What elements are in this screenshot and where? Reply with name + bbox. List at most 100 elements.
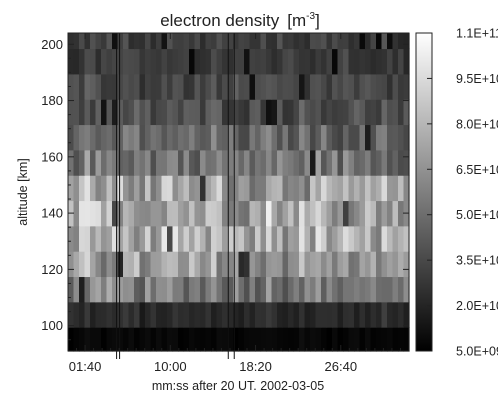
heatmap-cell	[403, 99, 410, 126]
heatmap-cell	[326, 301, 333, 328]
heatmap-cell	[359, 301, 366, 328]
heatmap-cell	[161, 33, 168, 50]
heatmap-cell	[134, 124, 141, 151]
heatmap-cell	[150, 99, 157, 126]
heatmap-cell	[68, 276, 75, 303]
heatmap-cell	[200, 73, 207, 100]
heatmap-cell	[112, 149, 119, 176]
heatmap-cell	[277, 200, 284, 227]
heatmap-cell	[277, 301, 284, 328]
heatmap-cell	[403, 276, 410, 303]
heatmap-cell	[381, 48, 388, 75]
heatmap-cell	[376, 175, 383, 202]
heatmap-cell	[282, 225, 289, 252]
heatmap-cell	[167, 276, 174, 303]
chart-title-unit-close: ]	[315, 11, 320, 30]
heatmap-cell	[139, 200, 146, 227]
heatmap-cell	[370, 175, 377, 202]
heatmap-cell	[183, 33, 190, 50]
heatmap-cell	[68, 48, 75, 75]
heatmap-cell	[123, 33, 130, 50]
heatmap-cell	[128, 327, 135, 352]
heatmap-cell	[293, 48, 300, 75]
heatmap-cell	[106, 225, 113, 252]
heatmap-cell	[288, 225, 295, 252]
heatmap-cell	[376, 149, 383, 176]
heatmap-cell	[139, 175, 146, 202]
heatmap-cell	[189, 327, 196, 352]
heatmap-cell	[310, 73, 317, 100]
heatmap-cell	[90, 175, 97, 202]
heatmap-cell	[123, 124, 130, 151]
heatmap-cell	[271, 251, 278, 278]
heatmap-cell	[73, 301, 80, 328]
heatmap-cell	[260, 225, 267, 252]
heatmap-cell	[167, 301, 174, 328]
heatmap-cell	[200, 99, 207, 126]
heatmap-cell	[79, 276, 86, 303]
heatmap-cell	[145, 149, 152, 176]
heatmap-cell	[145, 225, 152, 252]
heatmap-cell	[178, 200, 185, 227]
heatmap-cell	[95, 327, 102, 352]
heatmap-cell	[139, 99, 146, 126]
heatmap-cell	[134, 327, 141, 352]
heatmap-cell	[332, 33, 339, 50]
heatmap-cell	[156, 276, 163, 303]
heatmap-cell	[343, 200, 350, 227]
heatmap-cell	[326, 73, 333, 100]
heatmap-cell	[194, 149, 201, 176]
heatmap-cell	[79, 149, 86, 176]
heatmap-cell	[332, 149, 339, 176]
heatmap-cell	[128, 276, 135, 303]
heatmap-cell	[249, 251, 256, 278]
heatmap-cell	[101, 276, 108, 303]
heatmap-cell	[117, 276, 124, 303]
heatmap-cell	[90, 225, 97, 252]
heatmap-cell	[178, 99, 185, 126]
heatmap-cell	[359, 73, 366, 100]
heatmap-cell	[216, 33, 223, 50]
x-tick-label: 10:00	[154, 359, 187, 374]
heatmap-cell	[150, 276, 157, 303]
heatmap-cell	[348, 124, 355, 151]
heatmap-cell	[211, 124, 218, 151]
heatmap-cell	[117, 33, 124, 50]
heatmap-cell	[376, 225, 383, 252]
heatmap-cell	[365, 276, 372, 303]
heatmap-cell	[161, 99, 168, 126]
heatmap-cell	[139, 251, 146, 278]
heatmap-cell	[354, 251, 361, 278]
heatmap-cell	[156, 149, 163, 176]
heatmap-cell	[112, 73, 119, 100]
heatmap-cell	[277, 175, 284, 202]
heatmap-cell	[134, 200, 141, 227]
heatmap-cell	[238, 225, 245, 252]
heatmap-cell	[381, 99, 388, 126]
heatmap-cell	[139, 48, 146, 75]
heatmap-cell	[271, 301, 278, 328]
heatmap-cell	[321, 200, 328, 227]
heatmap-cell	[222, 225, 229, 252]
heatmap-cell	[84, 175, 91, 202]
colorbar-ticks: 5.0E+09 2.0E+10 3.5E+10 5.0E+10 6.5E+10 8.0E+…	[427, 27, 498, 359]
heatmap-cell	[150, 124, 157, 151]
heatmap-cell	[299, 276, 306, 303]
heatmap-cell	[266, 48, 273, 75]
heatmap-cell	[403, 327, 410, 352]
heatmap-cell	[359, 327, 366, 352]
heatmap-cell	[288, 251, 295, 278]
heatmap-cell	[398, 175, 405, 202]
heatmap-cell	[376, 124, 383, 151]
heatmap-cell	[288, 99, 295, 126]
heatmap-cell	[216, 327, 223, 352]
heatmap-cell	[332, 225, 339, 252]
colorbar-tick-label: 5.0E+09	[456, 345, 498, 359]
heatmap-cell	[354, 301, 361, 328]
heatmap-cell	[282, 73, 289, 100]
chart-title-main: electron density	[160, 11, 280, 30]
colorbar-tick-label: 6.5E+10	[456, 163, 498, 177]
heatmap-cell	[167, 175, 174, 202]
heatmap-cell	[266, 225, 273, 252]
heatmap-cell	[266, 251, 273, 278]
